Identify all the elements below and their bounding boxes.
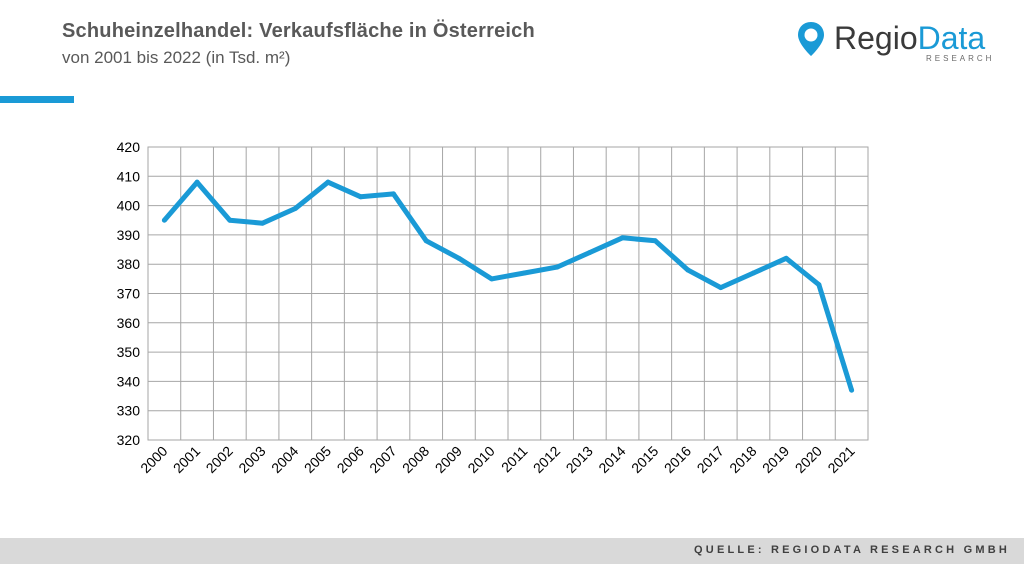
series-line: [162, 179, 854, 391]
regiodata-logo: RegioData RESEARCH: [796, 18, 1006, 68]
data-point: [554, 264, 560, 270]
data-point: [227, 217, 233, 223]
x-tick-label: 2020: [792, 443, 825, 476]
y-tick-label: 360: [117, 315, 141, 331]
y-tick-label: 390: [117, 227, 141, 243]
y-tick-label: 380: [117, 256, 141, 272]
data-point: [456, 255, 462, 261]
y-tick-label: 420: [117, 139, 141, 155]
data-point: [358, 194, 364, 200]
x-tick-label: 2002: [203, 443, 236, 476]
x-tick-label: 2001: [170, 443, 203, 476]
data-point: [783, 255, 789, 261]
x-tick-label: 2013: [563, 443, 596, 476]
y-tick-label: 330: [117, 403, 141, 419]
data-point: [423, 238, 429, 244]
x-tick-label: 2019: [759, 443, 792, 476]
x-tick-label: 2009: [432, 443, 465, 476]
data-point: [816, 282, 822, 288]
x-tick-label: 2008: [399, 443, 432, 476]
x-tick-label: 2005: [301, 443, 334, 476]
data-point: [685, 267, 691, 273]
footer-bar: QUELLE: REGIODATA RESEARCH GMBH: [0, 538, 1024, 564]
logo-subtitle: RESEARCH: [926, 54, 995, 63]
data-point: [587, 249, 593, 255]
chart-subtitle: von 2001 bis 2022 (in Tsd. m²): [62, 48, 291, 67]
location-pin-icon: [798, 22, 824, 56]
accent-bar: [0, 96, 74, 103]
data-point: [849, 387, 855, 393]
logo-word-accent: Data: [917, 20, 986, 56]
x-tick-label: 2014: [595, 443, 628, 476]
data-point: [292, 206, 298, 212]
x-tick-label: 2003: [235, 443, 268, 476]
x-tick-label: 2006: [334, 443, 367, 476]
x-tick-label: 2011: [498, 443, 531, 476]
x-tick-label: 2018: [726, 443, 759, 476]
data-point: [521, 270, 527, 276]
x-tick-label: 2007: [366, 443, 399, 476]
data-point: [390, 191, 396, 197]
y-tick-label: 340: [117, 373, 141, 389]
data-point: [325, 179, 331, 185]
x-tick-label: 2004: [268, 443, 301, 476]
x-tick-label: 2015: [628, 443, 661, 476]
y-tick-label: 370: [117, 286, 141, 302]
data-point: [750, 270, 756, 276]
source-note: QUELLE: REGIODATA RESEARCH GMBH: [694, 544, 1010, 556]
data-point: [161, 217, 167, 223]
y-tick-label: 350: [117, 344, 141, 360]
y-tick-label: 410: [117, 168, 141, 184]
y-tick-label: 320: [117, 432, 141, 448]
x-tick-label: 2012: [530, 443, 563, 476]
y-tick-label: 400: [117, 198, 141, 214]
x-tick-label: 2021: [824, 443, 857, 476]
x-tick-label: 2000: [137, 443, 170, 476]
chart-title: Schuheinzelhandel: Verkaufsfläche in Öst…: [62, 20, 535, 42]
x-tick-label: 2017: [694, 443, 727, 476]
x-tick-label: 2016: [661, 443, 694, 476]
data-point: [652, 238, 658, 244]
x-tick-label: 2010: [464, 443, 497, 476]
logo-word-main: Regio: [834, 20, 918, 56]
data-point: [260, 220, 266, 226]
data-point: [718, 285, 724, 291]
data-point: [620, 235, 626, 241]
logo-wordmark: RegioData: [834, 18, 985, 58]
data-point: [194, 179, 200, 185]
data-point: [489, 276, 495, 282]
